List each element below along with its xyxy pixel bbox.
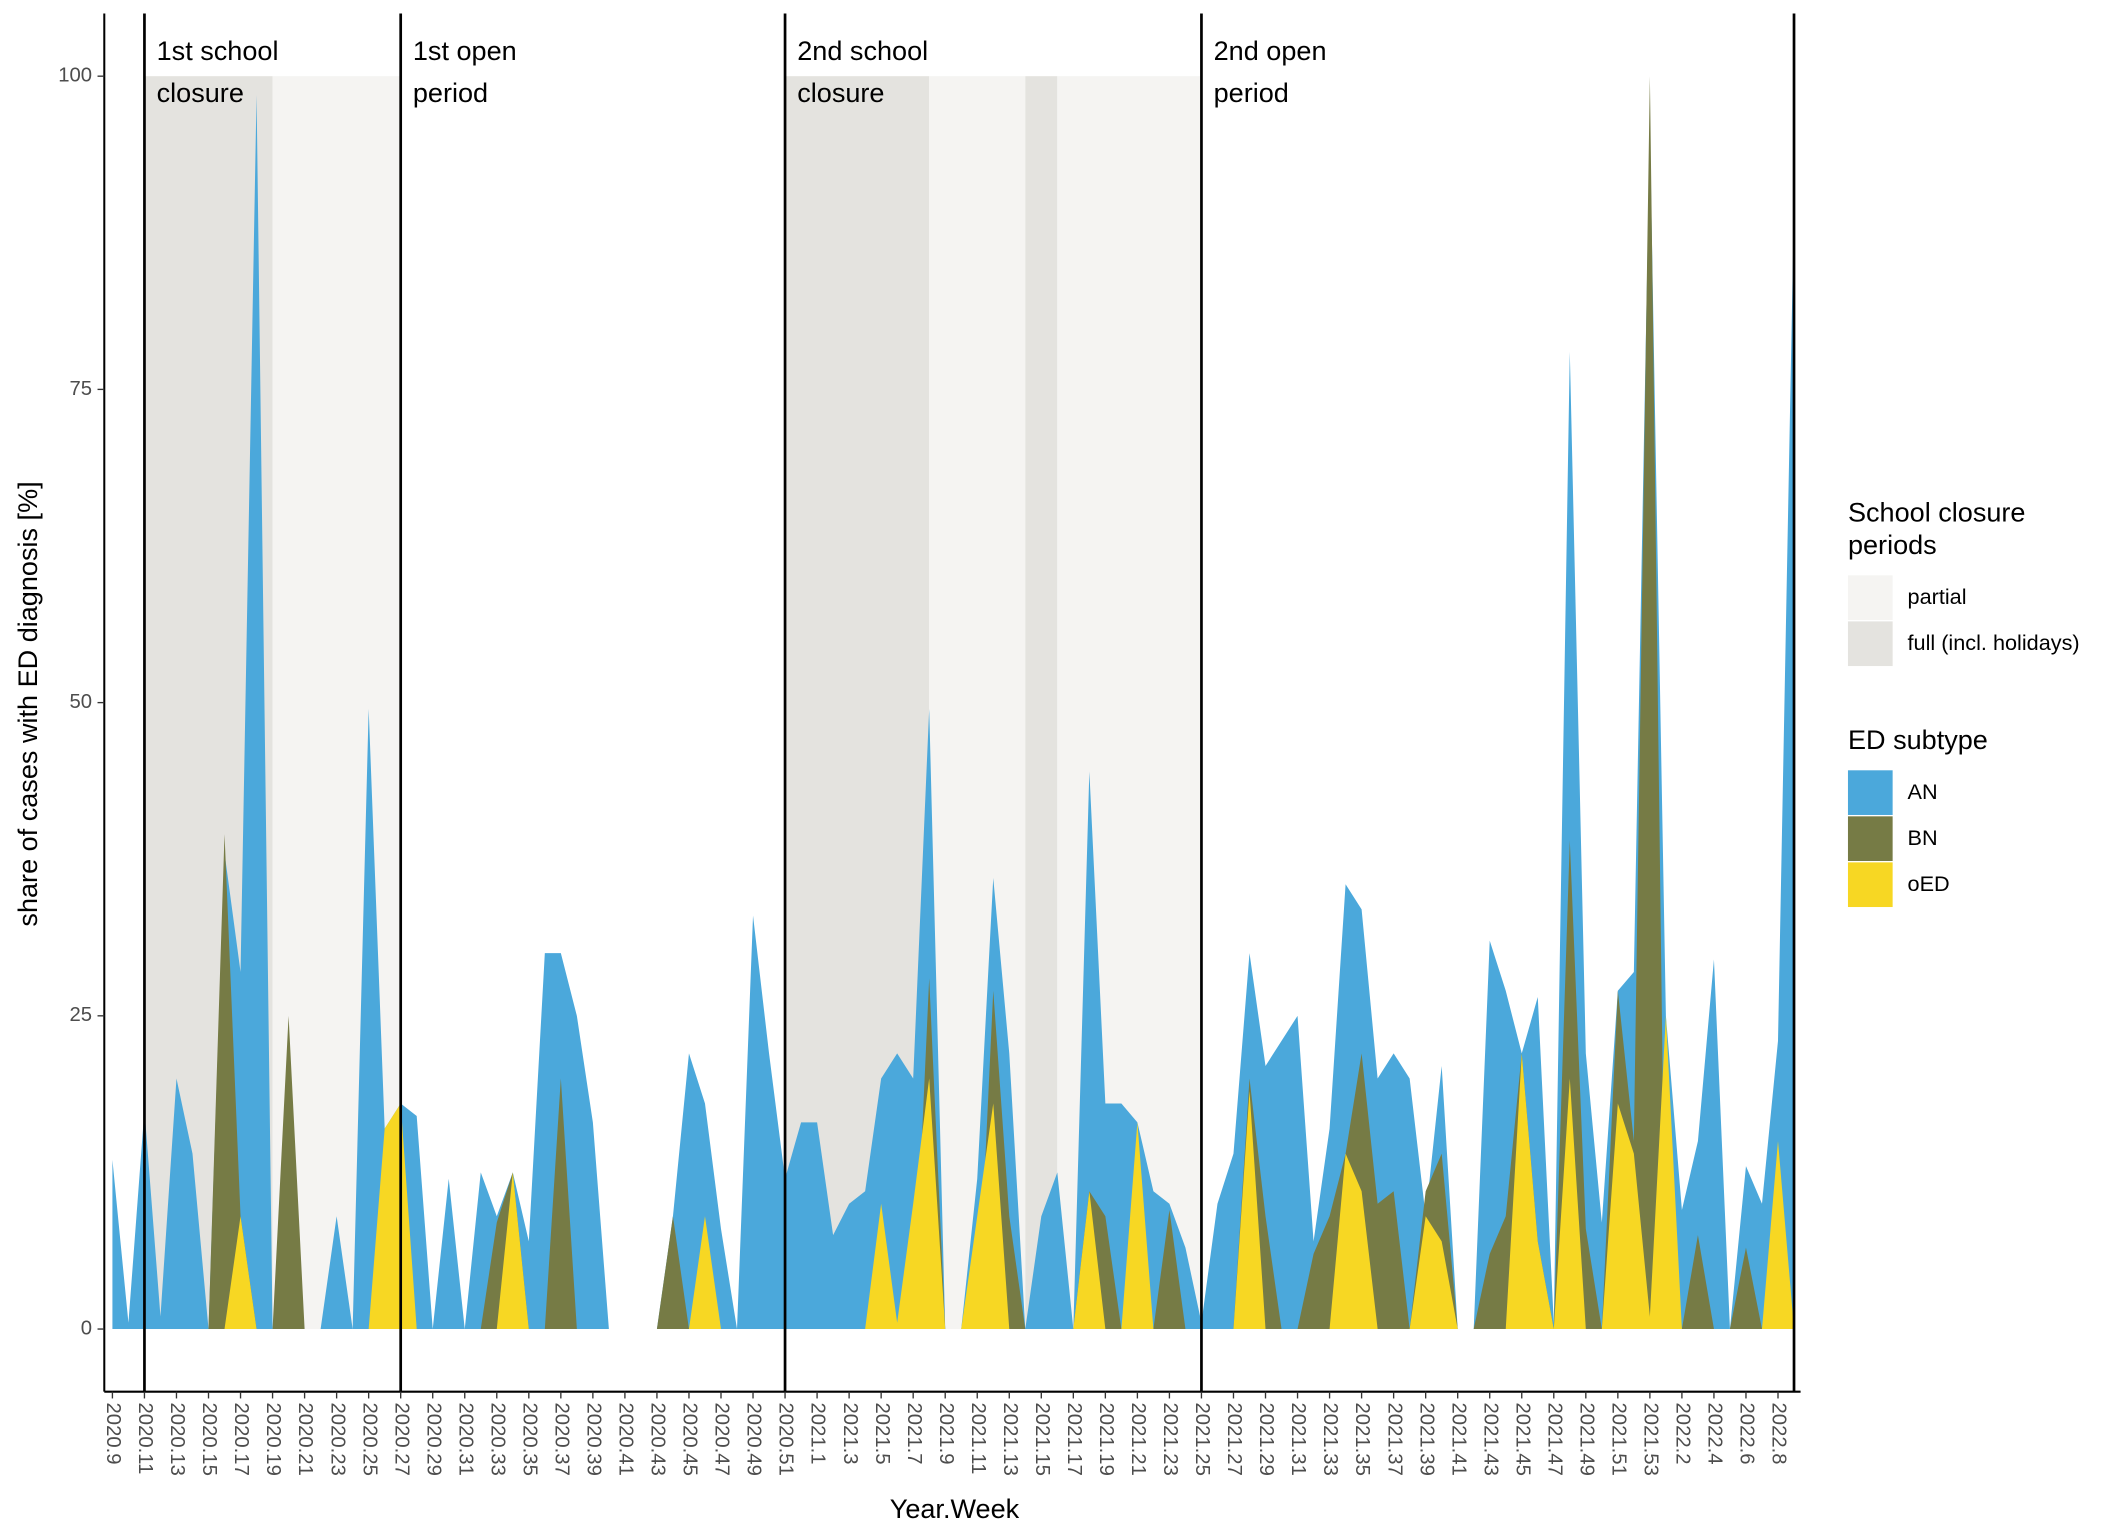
x-tick-label: 2021.17 — [1063, 1403, 1085, 1476]
x-tick-label: 2021.11 — [967, 1403, 989, 1475]
x-tick-label: 2020.39 — [583, 1403, 605, 1476]
x-tick-label: 2021.3 — [839, 1403, 861, 1465]
x-tick-label: 2020.49 — [743, 1403, 765, 1476]
x-tick-label: 2021.27 — [1223, 1403, 1245, 1476]
x-tick-label: 2020.15 — [198, 1403, 220, 1476]
x-tick-label: 2020.51 — [775, 1403, 797, 1476]
x-tick-label: 2020.27 — [390, 1403, 412, 1476]
x-tick-label: 2020.23 — [326, 1403, 348, 1476]
x-tick-label: 2020.19 — [262, 1403, 284, 1476]
legend-title: ED subtype — [1848, 724, 1988, 755]
x-tick-label: 2021.35 — [1351, 1403, 1373, 1476]
period-label: 1st school — [157, 35, 279, 66]
legend-label: full (incl. holidays) — [1908, 630, 2080, 655]
x-tick-label: 2020.37 — [550, 1403, 572, 1476]
legend-key — [1847, 862, 1893, 908]
period-label: period — [1214, 77, 1289, 108]
x-tick-label: 2021.31 — [1287, 1403, 1309, 1476]
x-tick-label: 2022.2 — [1672, 1403, 1694, 1465]
x-tick-label: 2020.45 — [679, 1403, 701, 1476]
y-axis-title: share of cases with ED diagnosis [%] — [12, 481, 43, 926]
legend-key — [1847, 816, 1893, 862]
y-tick-label: 75 — [70, 378, 93, 400]
x-axis-title: Year.Week — [890, 1493, 1020, 1524]
x-tick-label: 2021.13 — [999, 1403, 1021, 1476]
x-tick-label: 2021.37 — [1383, 1403, 1405, 1476]
period-label: closure — [797, 77, 884, 108]
x-tick-label: 2020.43 — [647, 1403, 669, 1476]
legend-label: AN — [1908, 779, 1938, 804]
x-tick-label: 2020.47 — [711, 1403, 733, 1476]
legend-key — [1847, 770, 1893, 815]
x-tick-label: 2022.6 — [1736, 1403, 1758, 1465]
legend-key — [1847, 575, 1893, 621]
x-tick-label: 2020.21 — [294, 1403, 316, 1476]
period-label: 2nd open — [1214, 35, 1327, 66]
x-tick-label: 2021.39 — [1415, 1403, 1437, 1476]
x-tick-label: 2021.21 — [1127, 1403, 1149, 1476]
period-label: 1st open — [413, 35, 517, 66]
legend-title: periods — [1848, 529, 1937, 560]
y-tick-label: 25 — [70, 1004, 93, 1026]
x-tick-label: 2021.47 — [1543, 1403, 1565, 1476]
legend-label: partial — [1908, 584, 1967, 609]
x-tick-label: 2021.51 — [1607, 1403, 1629, 1476]
x-tick-label: 2021.53 — [1640, 1403, 1662, 1476]
x-tick-label: 2021.41 — [1447, 1403, 1469, 1476]
x-tick-label: 2020.11 — [134, 1403, 156, 1475]
period-label: period — [413, 77, 488, 108]
x-tick-label: 2021.5 — [871, 1403, 893, 1465]
x-tick-label: 2021.1 — [807, 1403, 829, 1465]
period-label: closure — [157, 77, 244, 108]
x-tick-label: 2021.43 — [1479, 1403, 1501, 1476]
x-tick-label: 2020.13 — [166, 1403, 188, 1476]
y-tick-label: 100 — [58, 65, 92, 87]
y-tick-label: 50 — [70, 691, 93, 713]
x-tick-label: 2020.31 — [454, 1403, 476, 1476]
area — [112, 1015, 1795, 1330]
x-tick-label: 2022.4 — [1704, 1403, 1726, 1465]
x-tick-label: 2021.49 — [1575, 1403, 1597, 1476]
x-tick-label: 2020.35 — [518, 1403, 540, 1476]
x-tick-label: 2020.9 — [102, 1403, 124, 1465]
x-tick-label: 2021.25 — [1191, 1403, 1213, 1476]
legend-label: BN — [1908, 825, 1938, 850]
period-label: 2nd school — [797, 35, 928, 66]
x-tick-label: 2021.29 — [1255, 1403, 1277, 1476]
x-tick-label: 2021.7 — [903, 1403, 925, 1465]
x-tick-label: 2020.29 — [422, 1403, 444, 1476]
x-tick-label: 2021.23 — [1159, 1403, 1181, 1476]
x-tick-label: 2021.9 — [935, 1403, 957, 1465]
x-tick-label: 2020.41 — [615, 1403, 637, 1476]
x-tick-label: 2020.17 — [230, 1403, 252, 1476]
x-tick-label: 2022.8 — [1768, 1403, 1790, 1465]
closure-shading — [1025, 76, 1058, 1330]
x-tick-label: 2020.25 — [358, 1403, 380, 1476]
legend-key — [1847, 621, 1893, 667]
x-tick-label: 2021.15 — [1031, 1403, 1053, 1476]
x-tick-label: 2020.33 — [486, 1403, 508, 1476]
legend-title: School closure — [1848, 497, 2026, 528]
x-tick-label: 2021.19 — [1095, 1403, 1117, 1476]
x-tick-label: 2021.45 — [1511, 1403, 1533, 1476]
x-tick-label: 2021.33 — [1319, 1403, 1341, 1476]
y-tick-label: 0 — [81, 1317, 92, 1339]
legend-label: oED — [1908, 871, 1950, 896]
